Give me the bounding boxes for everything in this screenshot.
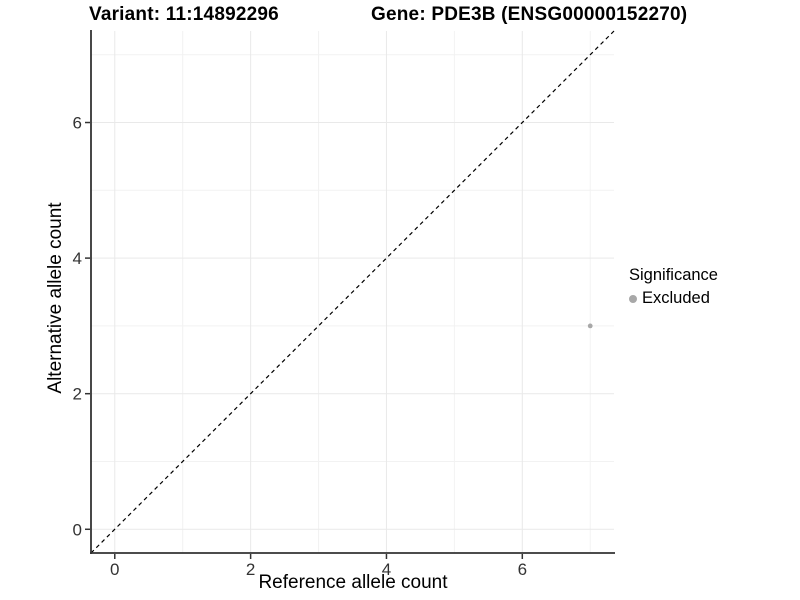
legend-entry-excluded: Excluded — [629, 289, 718, 308]
y-tick-label: 2 — [73, 385, 82, 404]
legend-point-icon — [629, 294, 637, 303]
data-point — [587, 323, 593, 329]
x-axis-title: Reference allele count — [258, 572, 448, 593]
gene-title: Gene: PDE3B (ENSG00000152270) — [371, 4, 688, 25]
y-tick-label: 4 — [73, 249, 82, 268]
legend-entry-label: Excluded — [642, 289, 710, 307]
legend-title: Significance — [629, 266, 718, 284]
y-axis-title: Alternative allele count — [45, 202, 66, 394]
x-tick-label: 2 — [246, 560, 255, 579]
x-tick-label: 6 — [518, 560, 527, 579]
legend: Significance Excluded — [629, 266, 718, 308]
identity-line — [90, 30, 615, 554]
y-tick-label: 6 — [73, 114, 82, 133]
x-tick-label: 0 — [110, 560, 119, 579]
x-tick-label: 4 — [382, 560, 391, 579]
y-tick-label: 0 — [73, 520, 82, 539]
variant-title: Variant: 11:14892296 — [89, 4, 279, 25]
